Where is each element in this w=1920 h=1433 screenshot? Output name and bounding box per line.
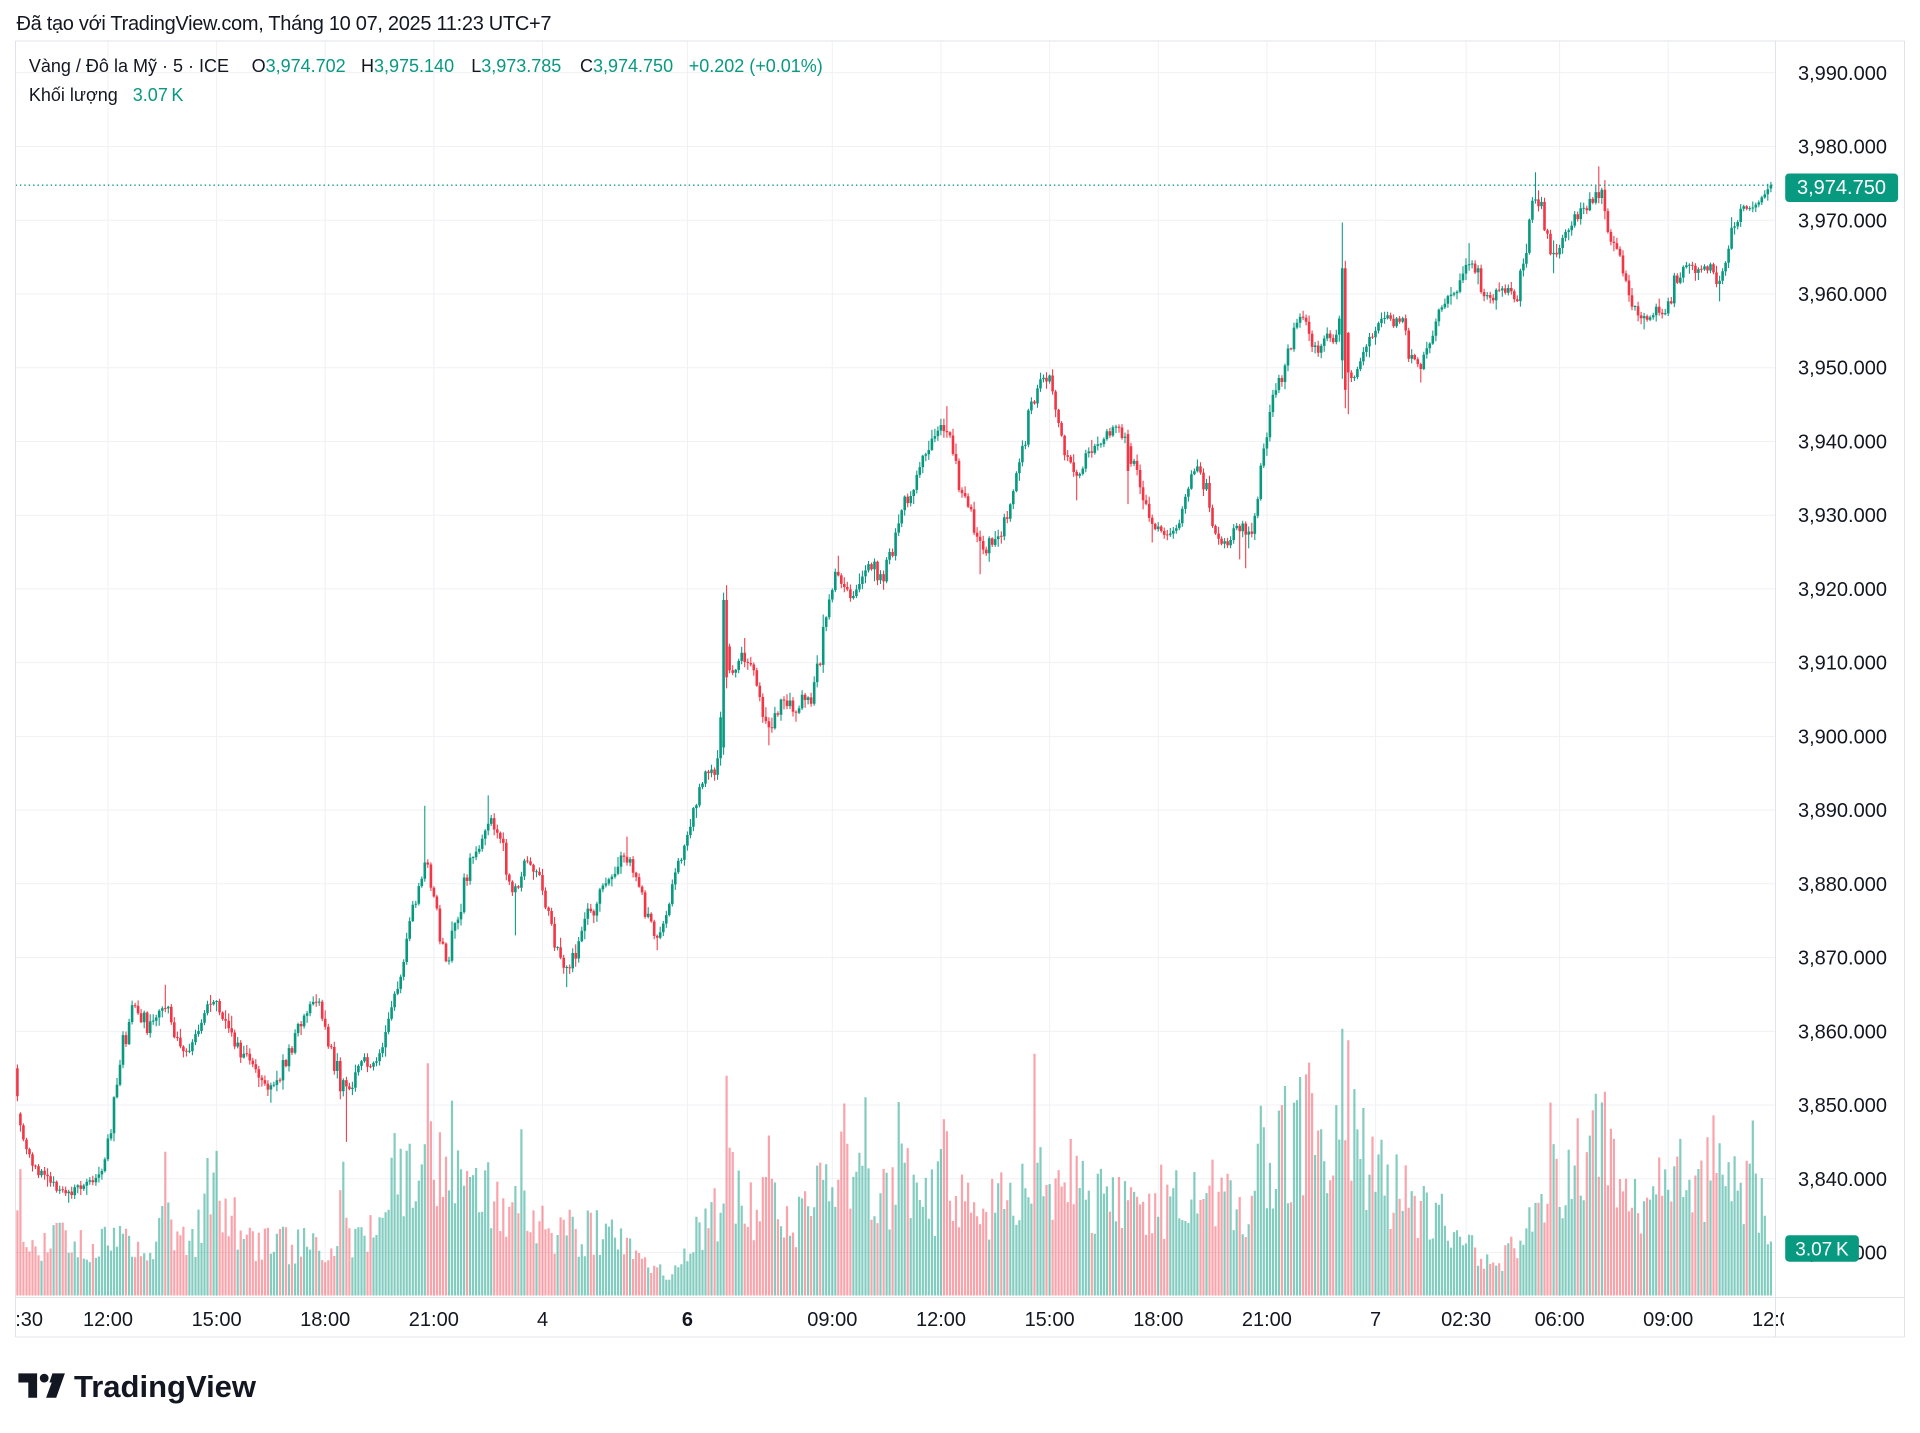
svg-text:4: 4: [537, 1309, 548, 1331]
svg-text:3,870.000: 3,870.000: [1798, 948, 1887, 970]
svg-text:7: 7: [1370, 1309, 1381, 1331]
svg-text:12:00: 12:00: [83, 1309, 133, 1331]
svg-text:12:00: 12:00: [1752, 1309, 1802, 1331]
svg-text:06:00: 06:00: [1535, 1309, 1585, 1331]
svg-text:15:00: 15:00: [192, 1309, 242, 1331]
svg-text:09:00: 09:00: [1643, 1309, 1693, 1331]
svg-text:15:00: 15:00: [1025, 1309, 1075, 1331]
svg-text:3.07 K: 3.07 K: [1795, 1240, 1849, 1261]
svg-text:3,940.000: 3,940.000: [1798, 432, 1887, 454]
svg-text:09:00: 09:00: [807, 1309, 857, 1331]
svg-text:3,900.000: 3,900.000: [1798, 726, 1887, 748]
svg-text:TradingView: TradingView: [74, 1369, 257, 1404]
svg-text:3,980.000: 3,980.000: [1798, 137, 1887, 159]
svg-text:3,974.750: 3,974.750: [1797, 177, 1886, 199]
svg-text:3,850.000: 3,850.000: [1798, 1095, 1887, 1117]
svg-text:3,890.000: 3,890.000: [1798, 800, 1887, 822]
svg-text:3,990.000: 3,990.000: [1798, 63, 1887, 85]
svg-text:09:30: 09:30: [0, 1309, 43, 1331]
svg-text:02:30: 02:30: [1441, 1309, 1491, 1331]
svg-text:3,840.000: 3,840.000: [1798, 1169, 1887, 1191]
svg-text:Đã tạo với TradingView.com, Th: Đã tạo với TradingView.com, Tháng 10 07,…: [17, 13, 552, 35]
svg-text:3,930.000: 3,930.000: [1798, 505, 1887, 527]
svg-text:3,910.000: 3,910.000: [1798, 653, 1887, 675]
svg-text:3,970.000: 3,970.000: [1798, 210, 1887, 232]
svg-text:3,960.000: 3,960.000: [1798, 284, 1887, 306]
svg-text:18:00: 18:00: [1133, 1309, 1183, 1331]
svg-text:3,860.000: 3,860.000: [1798, 1021, 1887, 1043]
svg-text:3,950.000: 3,950.000: [1798, 358, 1887, 380]
svg-text:18:00: 18:00: [300, 1309, 350, 1331]
svg-text:3,880.000: 3,880.000: [1798, 874, 1887, 896]
svg-text:6: 6: [682, 1309, 693, 1331]
svg-text:21:00: 21:00: [409, 1309, 459, 1331]
svg-text:21:00: 21:00: [1242, 1309, 1292, 1331]
svg-text:3,920.000: 3,920.000: [1798, 579, 1887, 601]
svg-text:12:00: 12:00: [916, 1309, 966, 1331]
